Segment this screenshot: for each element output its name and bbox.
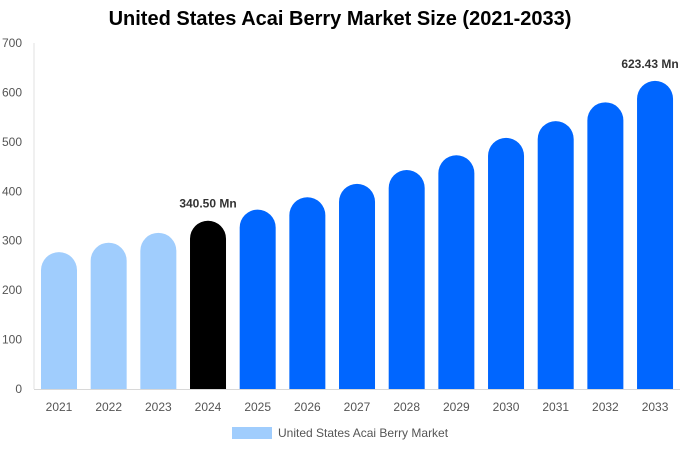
y-tick-label: 600 (2, 85, 22, 99)
bar-2029 (438, 155, 475, 389)
x-tick-label: 2032 (592, 400, 619, 414)
legend-label: United States Acai Berry Market (278, 426, 449, 440)
bar-2032 (587, 102, 624, 390)
y-tick-label: 0 (15, 382, 22, 396)
bar-2028 (388, 170, 425, 389)
bar-2025 (239, 209, 276, 389)
y-tick-label: 100 (2, 333, 22, 347)
x-tick-label: 2033 (642, 400, 669, 414)
x-tick-label: 2030 (493, 400, 520, 414)
x-tick-label: 2022 (95, 400, 122, 414)
y-tick-label: 700 (2, 36, 22, 50)
x-tick-label: 2031 (542, 400, 569, 414)
bar-2021 (41, 252, 77, 389)
bar-2022 (90, 242, 127, 389)
x-tick-label: 2026 (294, 400, 321, 414)
bar-2033 (637, 80, 674, 389)
bar-2031 (537, 121, 574, 389)
x-tick-label: 2029 (443, 400, 470, 414)
x-tick-label: 2025 (244, 400, 271, 414)
chart-title: United States Acai Berry Market Size (20… (108, 8, 572, 30)
x-tick-label: 2021 (46, 400, 73, 414)
x-tick-label: 2028 (393, 400, 420, 414)
y-tick-label: 300 (2, 234, 22, 248)
bar-2027 (339, 183, 376, 389)
x-tick-label: 2024 (195, 400, 222, 414)
y-tick-label: 400 (2, 184, 22, 198)
data-label: 623.43 Mn (621, 57, 678, 71)
y-tick-label: 200 (2, 283, 22, 297)
bar-2024 (190, 220, 227, 389)
legend-swatch (232, 427, 272, 439)
x-tick-label: 2027 (344, 400, 371, 414)
bar-2026 (289, 197, 326, 389)
x-tick-label: 2023 (145, 400, 172, 414)
y-tick-label: 500 (2, 135, 22, 149)
bar-2030 (488, 137, 525, 389)
bar-2023 (140, 232, 177, 389)
data-label: 340.50 Mn (179, 197, 236, 211)
